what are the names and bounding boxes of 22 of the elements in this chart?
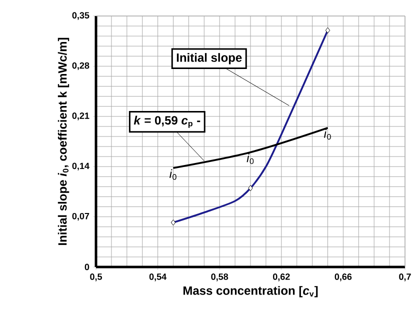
annotation: i$_{0}$	[246, 153, 254, 164]
annotation: i$_{0}$	[170, 169, 176, 180]
annotation: k = 0,59 c$_{p}$ -	[134, 116, 200, 128]
annotation: i$_{0}$	[324, 129, 331, 140]
x-tick-label: 0,54	[149, 274, 167, 282]
point	[325, 27, 330, 34]
y-tick-label: 0,35	[72, 12, 90, 20]
x-tick-label: 0,58	[211, 274, 228, 282]
annotation: Initial slope	[176, 53, 242, 64]
x-tick-label: 0,5	[90, 274, 102, 282]
y-tick-label: 0,28	[72, 62, 90, 70]
x-tick-label: 0,66	[334, 274, 352, 282]
x-tick-label: 0,62	[273, 274, 290, 282]
y-axis-title: Initial slope i$_{0}$, coefficient k [mWc/m]	[58, 38, 70, 245]
point	[248, 185, 253, 192]
y-tick-label: 0,07	[72, 212, 90, 221]
y-tick-label: 0,21	[72, 112, 90, 120]
x-axis-title: Mass concentration [c$_{v}$]	[183, 286, 318, 298]
y-tick-label: 0,14	[72, 162, 90, 170]
y-tick-label: 0	[84, 264, 90, 270]
point	[170, 219, 176, 226]
x-tick-label: 0,7	[399, 274, 411, 282]
